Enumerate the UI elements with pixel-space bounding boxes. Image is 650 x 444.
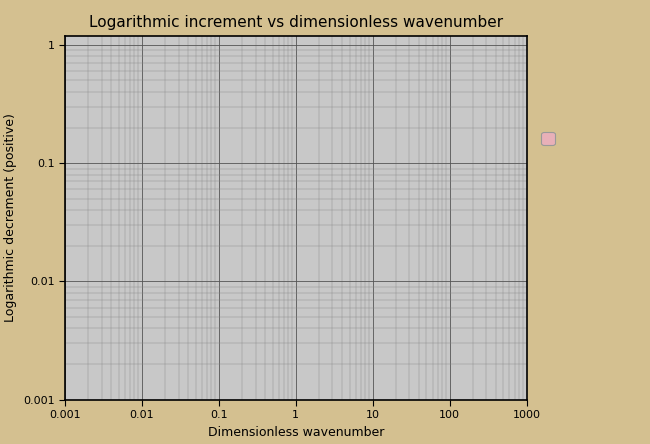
Y-axis label: Logarithmic decrement (positive): Logarithmic decrement (positive) bbox=[5, 113, 18, 322]
Title: Logarithmic increment vs dimensionless wavenumber: Logarithmic increment vs dimensionless w… bbox=[88, 15, 503, 30]
Legend:  bbox=[541, 132, 554, 146]
X-axis label: Dimensionless wavenumber: Dimensionless wavenumber bbox=[207, 425, 384, 439]
